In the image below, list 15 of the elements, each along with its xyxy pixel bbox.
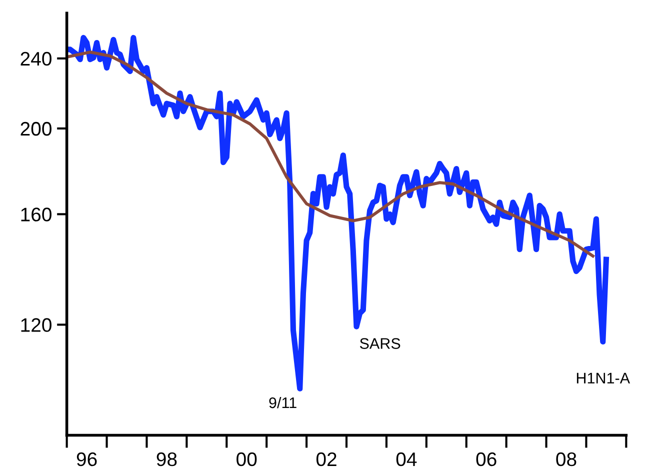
x-tick-label: 04	[396, 452, 417, 466]
annotation: 9/11	[269, 396, 296, 408]
y-tick-label: 240	[20, 52, 52, 66]
y-tick-label: 160	[21, 208, 52, 222]
y-tick-label: 120	[21, 318, 52, 332]
x-tick-label: 06	[476, 452, 496, 466]
annotation: H1N1-A	[576, 372, 630, 384]
x-tick-label: 08	[556, 452, 576, 466]
y-tick-label: 200	[20, 122, 52, 136]
x-tick-label: 96	[76, 452, 97, 466]
x-tick-label: 02	[316, 452, 336, 466]
x-tick-label: 98	[156, 452, 177, 466]
x-tick-label: 00	[236, 452, 257, 466]
line-series	[66, 50, 594, 258]
annotation: SARS	[360, 338, 400, 349]
